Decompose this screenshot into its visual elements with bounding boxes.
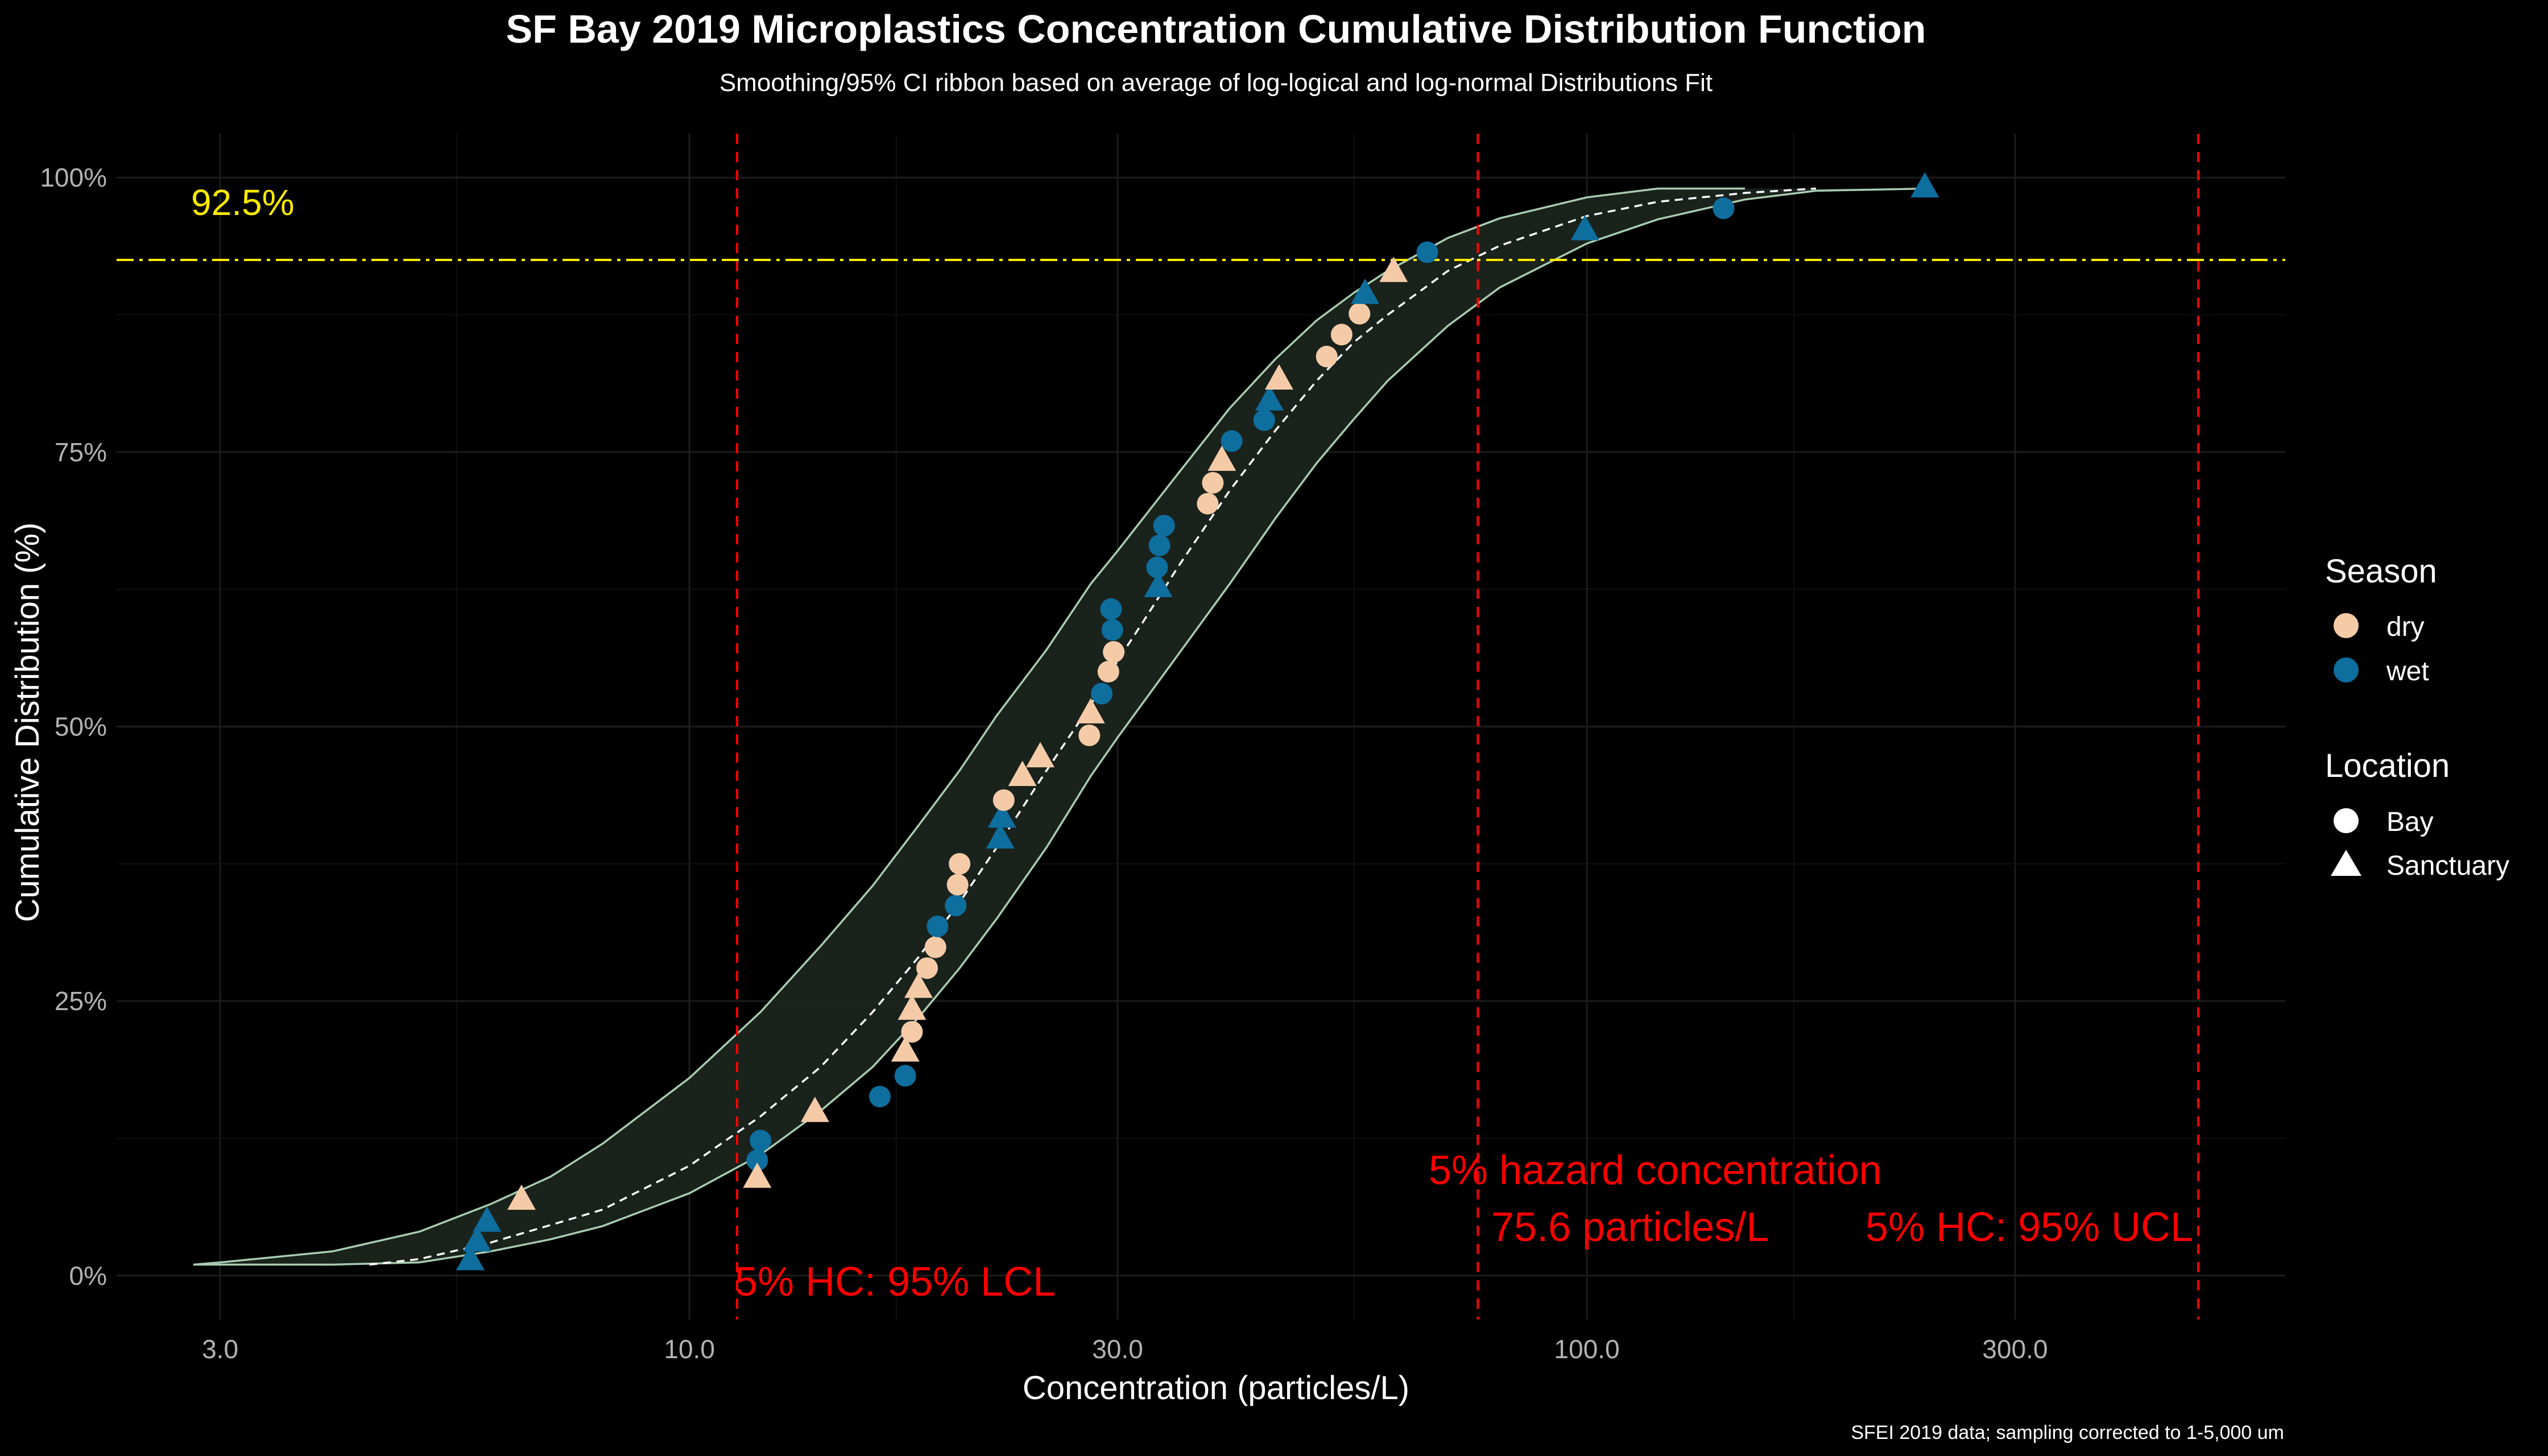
data-point-bay-wet <box>1253 409 1275 431</box>
legend-season-wet-label: wet <box>2386 656 2429 686</box>
legend-location-sanctuary-key <box>2331 850 2361 876</box>
data-point-sanctuary-dry <box>1076 698 1105 723</box>
x-tick-label: 3.0 <box>202 1334 238 1364</box>
annotations-layer: 92.5% 5% HC: 95% LCL 5% hazard concentrati… <box>191 182 2193 1305</box>
data-point-bay-wet <box>1091 682 1113 705</box>
legend-season-dry-label: dry <box>2386 612 2425 642</box>
chart-title: SF Bay 2019 Microplastics Concentration … <box>506 7 1926 51</box>
data-point-sanctuary-dry <box>800 1097 829 1122</box>
data-point-bay-wet <box>1713 197 1735 220</box>
legend-season-dry-key <box>2334 613 2359 638</box>
ucl-label: 5% HC: 95% UCL <box>1866 1205 2193 1250</box>
legend-season-wet-key <box>2334 657 2359 682</box>
x-tick-label: 100.0 <box>1554 1334 1620 1364</box>
data-point-sanctuary-dry <box>507 1184 536 1210</box>
data-point-bay-wet <box>746 1149 768 1172</box>
y-tick-label: 0% <box>69 1261 107 1290</box>
x-tick-label: 30.0 <box>1092 1334 1143 1364</box>
data-point-bay-wet <box>1221 430 1243 452</box>
data-point-bay-wet <box>926 915 949 937</box>
data-point-sanctuary-wet <box>986 823 1015 849</box>
data-point-bay-dry <box>1316 345 1338 367</box>
data-point-bay-wet <box>1146 556 1168 578</box>
data-point-sanctuary-dry <box>1264 364 1293 390</box>
legend-location-bay-label: Bay <box>2386 807 2434 837</box>
data-point-bay-wet <box>1416 241 1438 263</box>
hazard-concentration-label: 5% hazard concentration <box>1429 1148 1882 1193</box>
data-point-bay-wet <box>868 1086 891 1108</box>
y-tick-label: 75% <box>55 437 107 467</box>
legend: Season dry wet Location Bay Sanctuary <box>2325 553 2509 881</box>
axis-ticks-layer: 3.0 10.0 30.0 100.0 300.0 0% 25% 50% 75% 100% <box>40 163 2048 1364</box>
data-point-bay-wet <box>1153 515 1175 537</box>
data-point-sanctuary-wet <box>473 1206 502 1232</box>
data-point-bay-wet <box>894 1065 916 1087</box>
reference-lines-layer <box>117 134 2285 1320</box>
data-point-bay-dry <box>1097 660 1119 682</box>
data-point-sanctuary-dry <box>1026 742 1055 768</box>
data-point-bay-wet <box>1100 598 1122 620</box>
data-point-bay-dry <box>1330 324 1352 346</box>
x-tick-label: 10.0 <box>664 1334 715 1364</box>
legend-location-sanctuary-label: Sanctuary <box>2386 851 2509 881</box>
data-point-sanctuary-dry <box>891 1036 920 1062</box>
data-point-bay-dry <box>901 1021 923 1043</box>
data-point-bay-wet <box>750 1130 772 1152</box>
legend-season-title: Season <box>2325 553 2437 590</box>
y-tick-label: 50% <box>55 712 107 742</box>
data-point-bay-dry <box>949 853 971 875</box>
data-point-sanctuary-dry <box>904 973 933 998</box>
threshold-label: 92.5% <box>191 182 294 223</box>
data-point-sanctuary-dry <box>743 1163 772 1188</box>
data-point-sanctuary-dry <box>897 994 926 1020</box>
lcl-label: 5% HC: 95% LCL <box>735 1259 1056 1305</box>
legend-location-bay-key <box>2334 808 2359 833</box>
data-point-sanctuary-wet <box>987 802 1016 828</box>
data-point-bay-dry <box>1078 724 1101 746</box>
data-point-sanctuary-wet <box>1910 172 1939 198</box>
data-point-bay-dry <box>946 874 969 896</box>
data-point-sanctuary-dry <box>1207 445 1236 471</box>
data-point-sanctuary-wet <box>1255 385 1284 411</box>
data-point-sanctuary-wet <box>1351 278 1380 304</box>
data-point-bay-dry <box>1349 303 1371 325</box>
data-point-sanctuary-dry <box>1379 257 1408 282</box>
data-point-bay-dry <box>992 789 1015 811</box>
chart-caption: SFEI 2019 data; sampling corrected to 1-… <box>1851 1422 2284 1443</box>
data-point-sanctuary-wet <box>1570 214 1599 241</box>
data-point-sanctuary-wet <box>1144 572 1173 597</box>
data-point-bay-dry <box>1197 493 1219 515</box>
data-point-sanctuary-dry <box>1008 760 1037 786</box>
data-point-bay-dry <box>1202 471 1224 494</box>
y-tick-label: 25% <box>55 986 107 1016</box>
data-point-bay-wet <box>1148 534 1170 556</box>
x-axis-title: Concentration (particles/L) <box>1023 1370 1409 1407</box>
legend-location-title: Location <box>2325 747 2450 784</box>
data-point-bay-dry <box>916 957 938 979</box>
fit-curve <box>369 187 1817 1266</box>
x-tick-label: 300.0 <box>1982 1334 2048 1364</box>
data-point-bay-wet <box>1101 619 1123 641</box>
ci-ribbon-lower-edge <box>193 187 1929 1266</box>
grid-layer <box>117 134 2285 1320</box>
chart-subtitle: Smoothing/95% CI ribbon based on average… <box>719 69 1713 97</box>
hazard-concentration-value: 75.6 particles/L <box>1491 1205 1769 1250</box>
data-point-bay-dry <box>1103 641 1125 663</box>
data-point-sanctuary-wet <box>456 1244 485 1271</box>
data-point-sanctuary-wet <box>462 1226 491 1252</box>
data-point-bay-dry <box>924 936 946 958</box>
data-point-bay-wet <box>945 895 967 917</box>
ci-ribbon <box>193 188 1929 1265</box>
data-points-layer <box>456 172 1939 1271</box>
y-tick-label: 100% <box>40 163 107 192</box>
y-axis-title: Cumulative Distribution (%) <box>9 523 46 923</box>
